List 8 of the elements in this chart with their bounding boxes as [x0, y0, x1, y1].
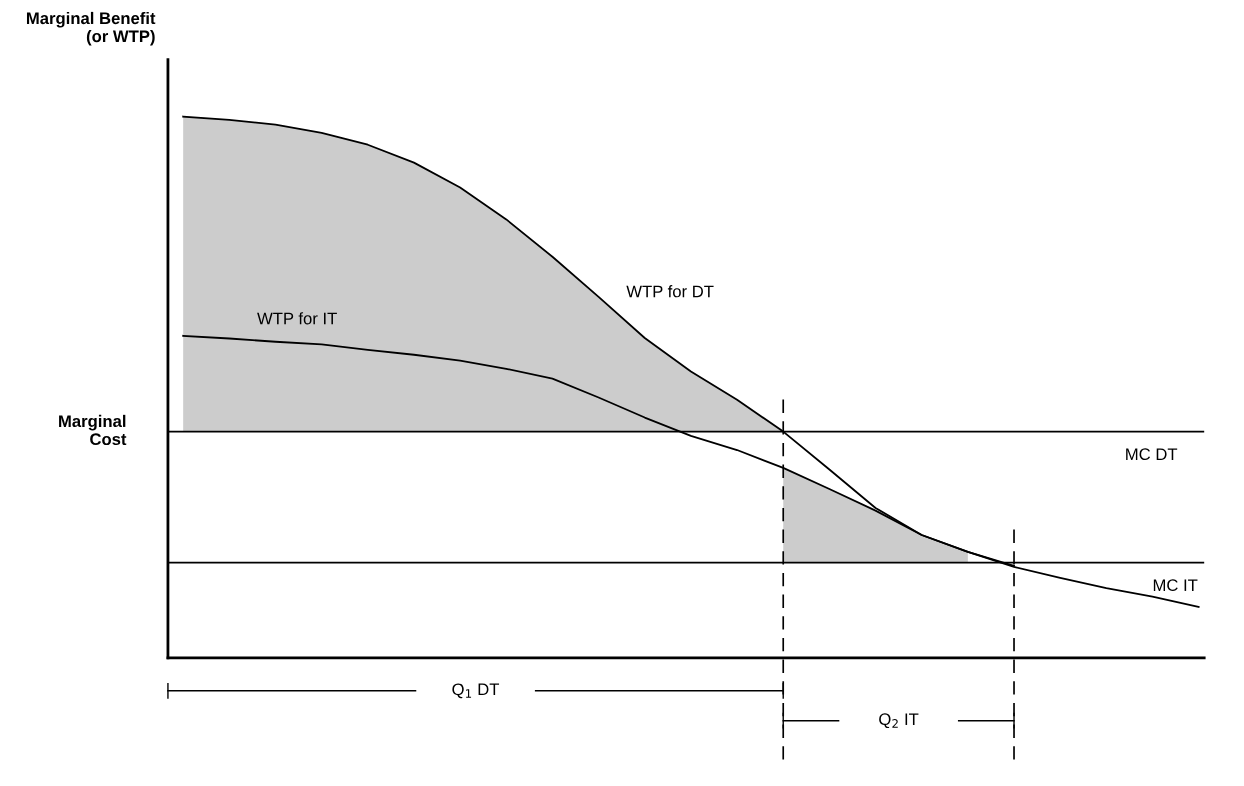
text: Q$_{1}$ DT: [452, 683, 500, 699]
ref-line-label: MC DT: [1126, 448, 1178, 461]
series-label: WTP for DT: [626, 285, 714, 298]
ref-line-label: MC IT: [1153, 579, 1198, 592]
text: Marginal Cost: [59, 414, 127, 446]
text: Q$_{2}$ IT: [879, 713, 919, 729]
y-axis-title: Marginal Benefit (or WTP): [26, 11, 156, 46]
series-label: WTP for IT: [257, 312, 337, 325]
